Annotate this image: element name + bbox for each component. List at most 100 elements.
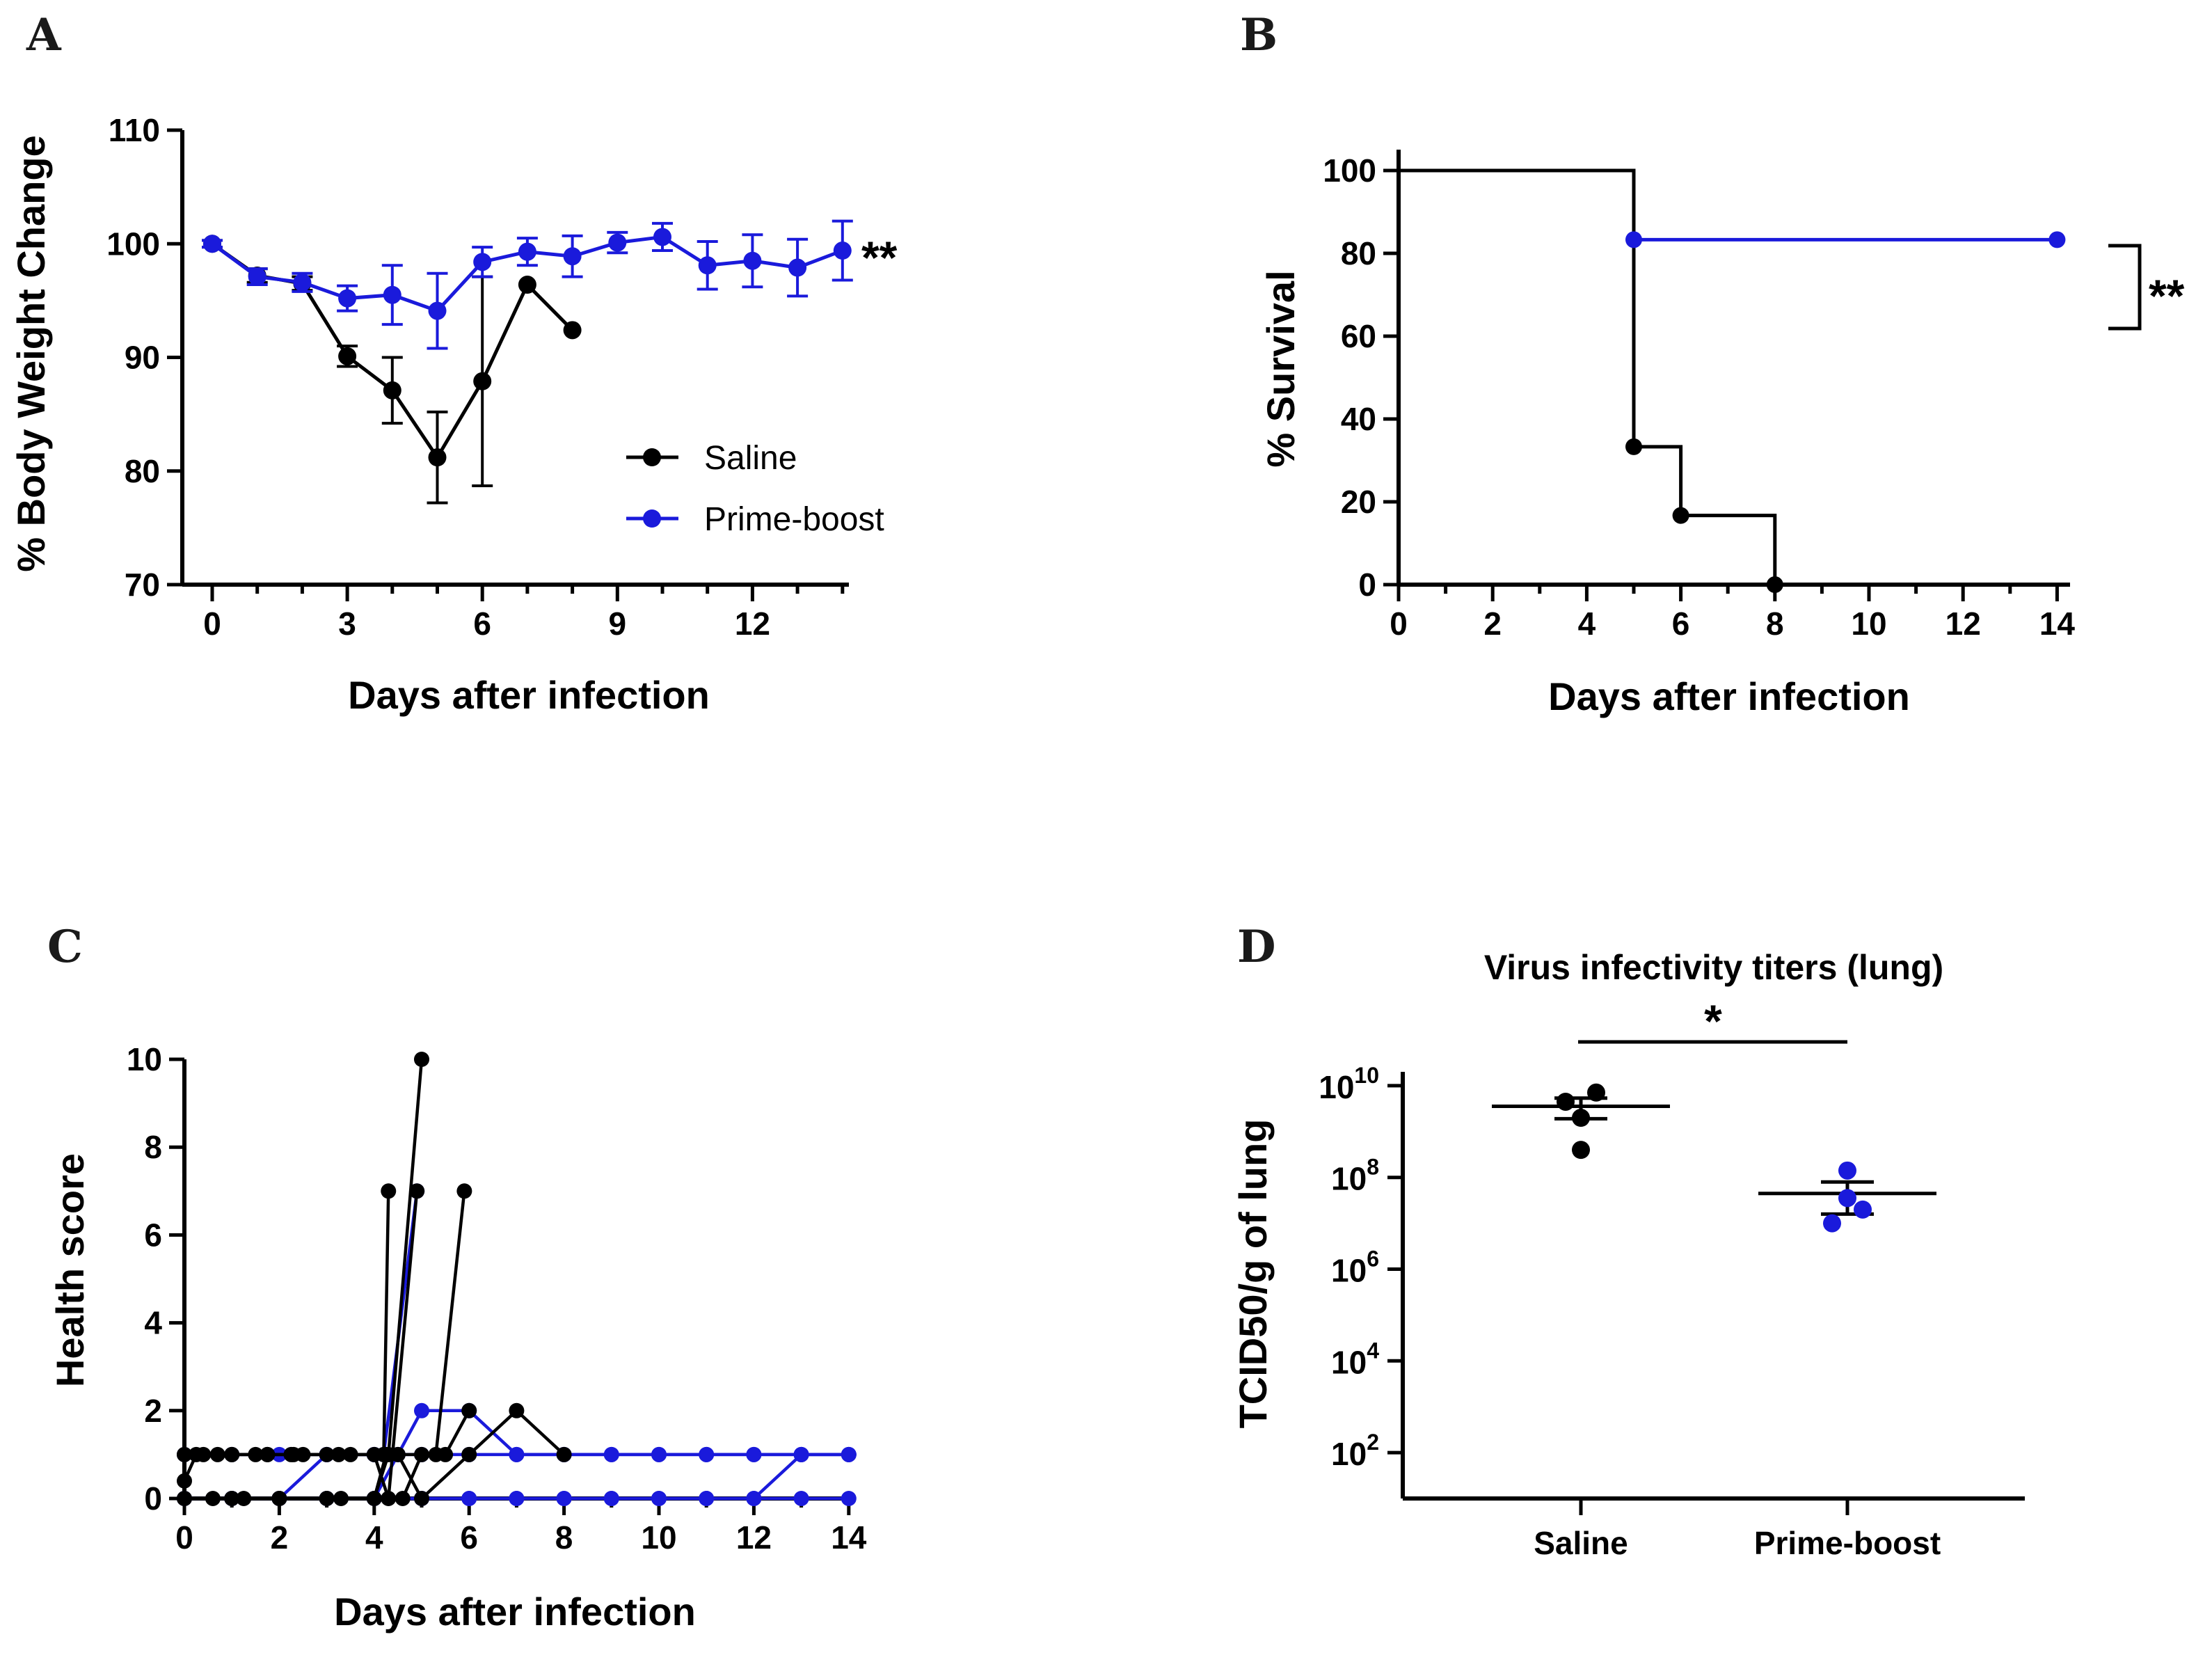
panel-d-x-tick-label: Saline xyxy=(1534,1525,1628,1561)
panel-c-x-tick-label: 10 xyxy=(641,1519,676,1556)
panel-d-title: Virus infectivity titers (lung) xyxy=(1484,948,1943,987)
panel-d-prime-boost-point xyxy=(1854,1200,1872,1219)
panel-b-y-tick-label: 0 xyxy=(1358,567,1376,603)
panel-d-y-tick-label: 102 xyxy=(1331,1430,1379,1472)
panel-b-y-tick-label: 80 xyxy=(1341,235,1376,271)
panel-c-saline-point xyxy=(271,1491,287,1506)
panel-letter-c: C xyxy=(47,921,83,973)
legend-prime-boost-marker xyxy=(643,509,661,528)
panel-c-x-tick-label: 4 xyxy=(365,1519,383,1556)
panel-b-prime-boost-point xyxy=(2048,231,2066,248)
panel-a-prime-boost-point xyxy=(563,247,582,266)
panel-a-x-tick-label: 0 xyxy=(203,606,221,642)
panel-b-x-tick-label: 8 xyxy=(1766,606,1784,642)
panel-b-x-tick-label: 6 xyxy=(1672,606,1690,642)
panel-c-saline-point xyxy=(409,1183,425,1199)
panel-b-saline-point xyxy=(1672,507,1689,524)
panel-c-saline-point xyxy=(390,1446,406,1462)
panel-a-prime-boost-point xyxy=(788,258,807,277)
panel-c-y-tick-label: 8 xyxy=(144,1129,162,1165)
panel-a-saline-point xyxy=(518,276,536,294)
panel-c-saline-point xyxy=(285,1446,301,1462)
panel-b-x-tick-label: 10 xyxy=(1851,606,1886,642)
panel-c-prime-boost-point xyxy=(746,1491,762,1506)
panel-d-virus-titer-chart: Virus infectivity titers (lung) TCID50/g… xyxy=(1231,948,2025,1561)
panel-c-x-tick-label: 8 xyxy=(555,1519,573,1556)
panel-d-prime-boost-point xyxy=(1838,1161,1856,1180)
panel-a-body-weight-chart: % Body Weight Change Days after infectio… xyxy=(9,112,898,717)
panel-d-prime-boost-point xyxy=(1823,1214,1841,1233)
panel-a-y-tick-label: 70 xyxy=(125,567,160,603)
panel-a-saline-point xyxy=(383,381,401,400)
panel-c-saline-point xyxy=(177,1491,192,1506)
panel-b-x-axis-title: Days after infection xyxy=(1548,674,1910,718)
panel-a-x-tick-label: 9 xyxy=(609,606,627,642)
panel-c-prime-boost-point xyxy=(746,1446,762,1462)
legend-saline-label: Saline xyxy=(704,440,797,477)
panel-b-x-tick-label: 12 xyxy=(1946,606,1981,642)
panel-c-saline-point xyxy=(438,1446,454,1462)
panel-a-saline-point xyxy=(473,372,492,390)
panel-b-y-tick-label: 100 xyxy=(1323,152,1376,189)
panel-a-y-tick-label: 100 xyxy=(106,226,160,262)
panel-c-prime-boost-point xyxy=(651,1446,667,1462)
panel-c-saline-point xyxy=(381,1183,397,1199)
panel-c-saline-point xyxy=(414,1491,429,1506)
panel-b-y-axis-title: % Survival xyxy=(1259,270,1303,467)
panel-c-x-tick-label: 6 xyxy=(460,1519,478,1556)
panel-c-saline-point xyxy=(509,1402,525,1418)
panel-a-y-tick-label: 90 xyxy=(125,340,160,376)
panel-c-saline-point xyxy=(177,1473,192,1489)
panel-c-y-tick-label: 0 xyxy=(144,1480,162,1517)
panel-b-survival-chart: % Survival Days after infection ** 02040… xyxy=(1259,150,2185,718)
panel-d-saline-point xyxy=(1587,1083,1605,1102)
panel-a-x-axis-title: Days after infection xyxy=(348,673,710,717)
panel-b-x-tick-label: 4 xyxy=(1578,606,1596,642)
legend-prime-boost-label: Prime-boost xyxy=(704,501,884,538)
panel-c-prime-boost-point xyxy=(556,1491,572,1506)
panel-c-health-score-chart: Health score Days after infection 0 2 4 6 8 1… xyxy=(48,1041,867,1634)
panel-letter-d: D xyxy=(1237,921,1276,973)
panel-a-prime-boost-point xyxy=(698,256,717,275)
legend-saline-marker xyxy=(643,448,661,466)
panel-c-y-tick-label: 2 xyxy=(144,1393,162,1429)
panel-a-prime-boost-point xyxy=(428,301,447,320)
panel-c-x-tick-label: 0 xyxy=(175,1519,193,1556)
panel-b-y-tick-label: 60 xyxy=(1341,318,1376,354)
panel-c-prime-boost-point xyxy=(793,1491,809,1506)
panel-d-y-tick-label: 106 xyxy=(1331,1247,1379,1289)
panel-a-x-tick-label: 6 xyxy=(473,606,491,642)
panel-c-prime-boost-point xyxy=(841,1446,857,1462)
panel-c-x-axis-title: Days after infection xyxy=(334,1590,696,1634)
panel-b-saline-survival-line xyxy=(1399,168,1777,585)
panel-a-prime-boost-point xyxy=(653,228,671,246)
panel-a-prime-boost-point xyxy=(833,242,852,260)
panel-b-saline-point xyxy=(1625,438,1642,455)
panel-d-y-axis-title: TCID50/g of lung xyxy=(1231,1119,1275,1429)
panel-a-prime-boost-point xyxy=(203,235,221,253)
panel-b-saline-point xyxy=(1766,576,1783,593)
panel-c-saline-point xyxy=(395,1491,411,1506)
panel-b-y-tick-label: 40 xyxy=(1341,401,1376,437)
panel-a-prime-boost-point xyxy=(743,251,762,270)
panel-b-x-tick-label: 14 xyxy=(2039,606,2076,642)
panel-c-prime-boost-point xyxy=(461,1491,477,1506)
panel-c-saline-point xyxy=(342,1446,358,1462)
panel-a-y-tick-label: 110 xyxy=(109,112,160,148)
panel-b-y-tick-label: 20 xyxy=(1341,484,1376,520)
panel-c-saline-point xyxy=(333,1491,349,1506)
panel-a-prime-boost-point xyxy=(383,285,401,304)
panel-c-prime-boost-point xyxy=(699,1491,715,1506)
panel-a-prime-boost-point xyxy=(608,233,627,252)
panel-a-saline-point xyxy=(563,321,582,340)
panel-d-saline-point xyxy=(1557,1092,1575,1111)
panel-d-y-tick-label: 1010 xyxy=(1319,1063,1379,1105)
panel-d-x-tick-label: Prime-boost xyxy=(1754,1525,1941,1561)
panel-a-prime-boost-point xyxy=(473,253,492,271)
panel-c-saline-trace xyxy=(182,1191,390,1482)
panel-a-prime-boost-point xyxy=(338,289,357,308)
panel-c-saline-point xyxy=(248,1446,264,1462)
panel-c-prime-boost-trace xyxy=(372,1409,849,1500)
panel-a-saline-point xyxy=(338,347,357,365)
